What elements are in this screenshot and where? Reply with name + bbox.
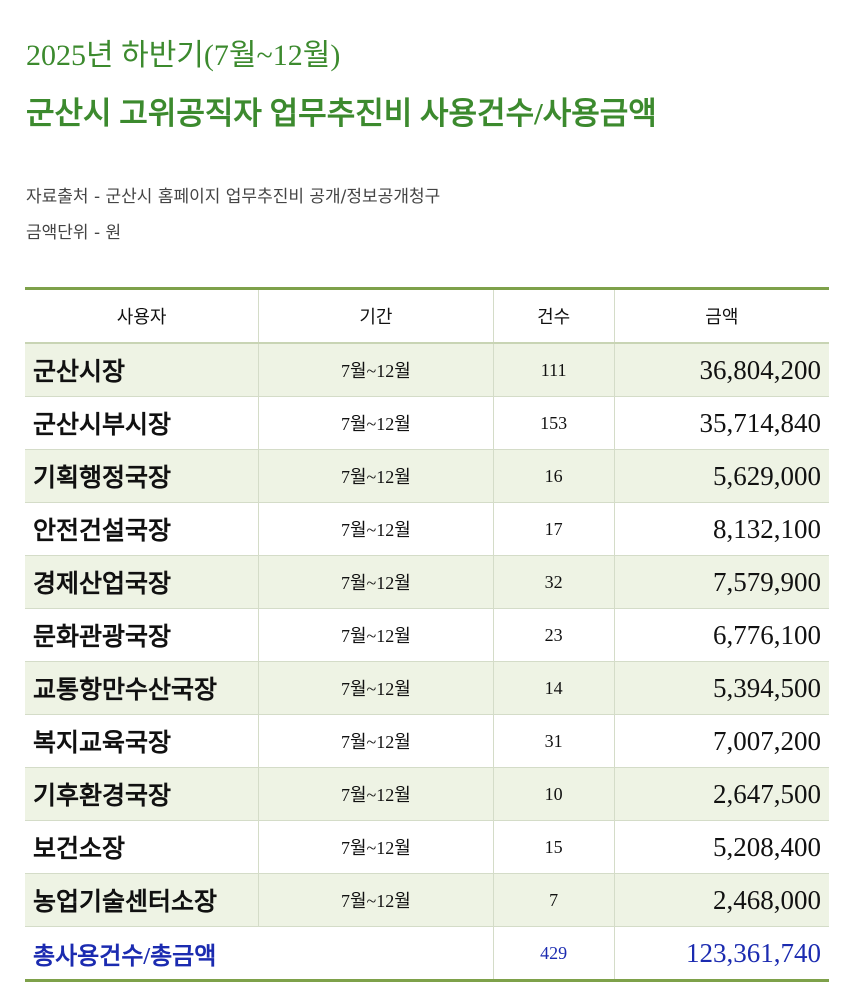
- column-header: 금액: [613, 288, 829, 344]
- cell: 기후환경국장: [25, 767, 259, 821]
- total-label: 총사용건수/총금액: [25, 926, 494, 981]
- cell: 2,468,000: [613, 873, 829, 927]
- cell: 7월~12월: [258, 555, 494, 609]
- cell: 7월~12월: [258, 820, 494, 874]
- column-header: 건수: [492, 288, 615, 344]
- table-row: 군산시부시장 7월~12월 153 35,714,840: [25, 396, 829, 450]
- cell: 7월~12월: [258, 767, 494, 821]
- table-row: 교통항만수산국장 7월~12월 14 5,394,500: [25, 661, 829, 715]
- cell: 7월~12월: [258, 396, 494, 450]
- table-row: 문화관광국장 7월~12월 23 6,776,100: [25, 608, 829, 662]
- column-header: 기간: [258, 288, 494, 344]
- cell: 5,629,000: [613, 449, 829, 503]
- cell: 153: [492, 396, 615, 450]
- cell: 군산시장: [25, 343, 259, 397]
- cell: 교통항만수산국장: [25, 661, 259, 715]
- cell: 농업기술센터소장: [25, 873, 259, 927]
- total-row: 총사용건수/총금액 429 123,361,740: [25, 926, 829, 981]
- cell: 2,647,500: [613, 767, 829, 821]
- cell: 31: [492, 714, 615, 768]
- cell: 7월~12월: [258, 502, 494, 556]
- table-row: 안전건설국장 7월~12월 17 8,132,100: [25, 502, 829, 556]
- table-row: 농업기술센터소장 7월~12월 7 2,468,000: [25, 873, 829, 927]
- total-amount: 123,361,740: [613, 926, 829, 981]
- table-row: 경제산업국장 7월~12월 32 7,579,900: [25, 555, 829, 609]
- cell: 보건소장: [25, 820, 259, 874]
- table-row: 군산시장 7월~12월 111 36,804,200: [25, 343, 829, 397]
- cell: 111: [492, 343, 615, 397]
- cell: 10: [492, 767, 615, 821]
- total-count: 429: [492, 926, 615, 981]
- table-body: 군산시장 7월~12월 111 36,804,200 군산시부시장 7월~12월 153 35…: [25, 343, 829, 981]
- cell: 기획행정국장: [25, 449, 259, 503]
- cell: 경제산업국장: [25, 555, 259, 609]
- header-row: 사용자 기간 건수 금액: [25, 288, 829, 344]
- cell: 7월~12월: [258, 343, 494, 397]
- table-row: 기후환경국장 7월~12월 10 2,647,500: [25, 767, 829, 821]
- column-header: 사용자: [25, 288, 259, 344]
- cell: 17: [492, 502, 615, 556]
- cell: 7월~12월: [258, 661, 494, 715]
- cell: 복지교육국장: [25, 714, 259, 768]
- table-row: 복지교육국장 7월~12월 31 7,007,200: [25, 714, 829, 768]
- cell: 14: [492, 661, 615, 715]
- note: 자료출처 - 군산시 홈페이지 업무추진비 공개/정보공개청구: [26, 187, 441, 207]
- cell: 36,804,200: [613, 343, 829, 397]
- cell: 23: [492, 608, 615, 662]
- cell: 8,132,100: [613, 502, 829, 556]
- cell: 7,579,900: [613, 555, 829, 609]
- subtitle: 군산시 고위공직자 업무추진비 사용건수/사용금액: [26, 96, 657, 131]
- cell: 7: [492, 873, 615, 927]
- cell: 5,208,400: [613, 820, 829, 874]
- cell: 32: [492, 555, 615, 609]
- cell: 7월~12월: [258, 714, 494, 768]
- cell: 7월~12월: [258, 873, 494, 927]
- title: 2025년 하반기(7월~12월): [26, 39, 341, 72]
- table: 사용자 기간 건수 금액 군산시장 7월~12월 111 36,804,200 군산시부시장 7…: [25, 287, 829, 982]
- note: 금액단위 - 원: [26, 223, 122, 243]
- cell: 6,776,100: [613, 608, 829, 662]
- table-row: 기획행정국장 7월~12월 16 5,629,000: [25, 449, 829, 503]
- cell: 7월~12월: [258, 449, 494, 503]
- cell: 7월~12월: [258, 608, 494, 662]
- cell: 안전건설국장: [25, 502, 259, 556]
- cell: 7,007,200: [613, 714, 829, 768]
- cell: 16: [492, 449, 615, 503]
- cell: 35,714,840: [613, 396, 829, 450]
- table-row: 보건소장 7월~12월 15 5,208,400: [25, 820, 829, 874]
- cell: 군산시부시장: [25, 396, 259, 450]
- cell: 15: [492, 820, 615, 874]
- cell: 문화관광국장: [25, 608, 259, 662]
- cell: 5,394,500: [613, 661, 829, 715]
